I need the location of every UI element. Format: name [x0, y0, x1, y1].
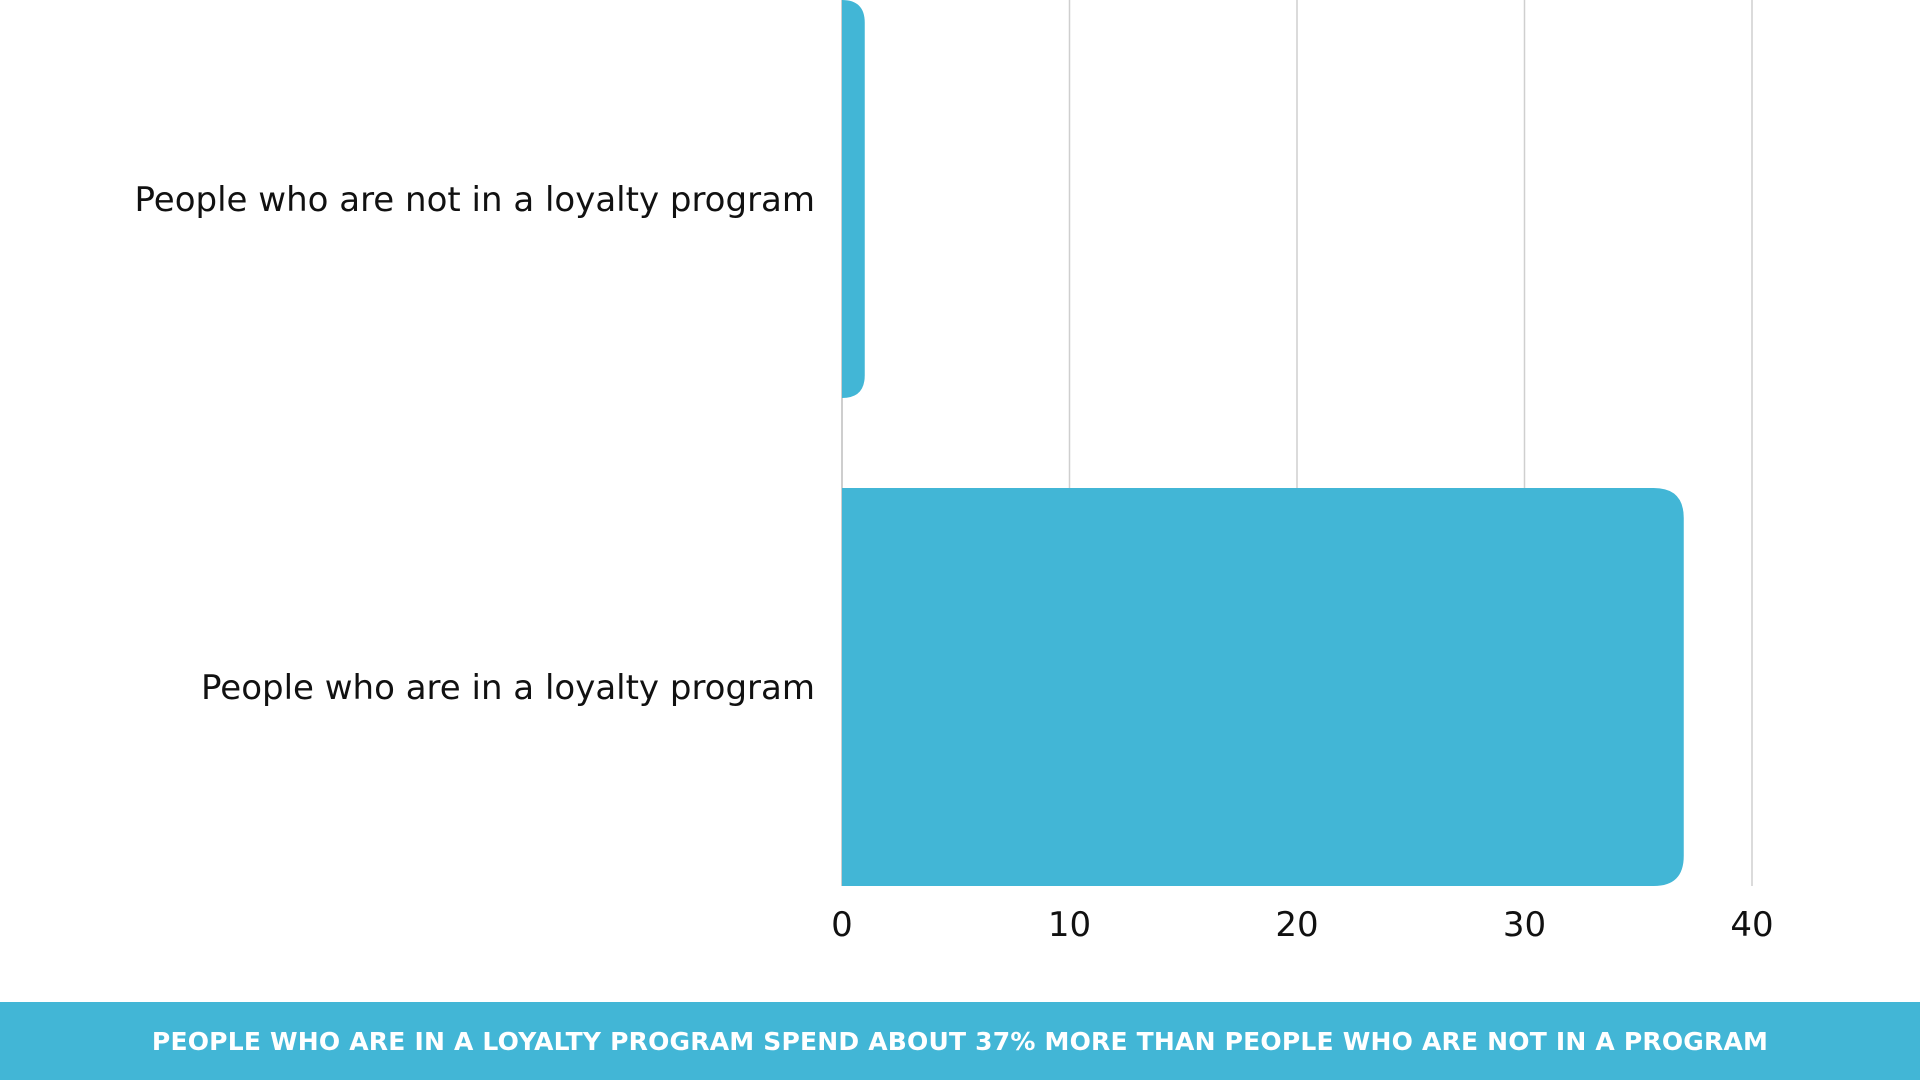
x-tick-label-10: 10 [1048, 905, 1091, 945]
bar-1 [842, 488, 1684, 886]
bar-chart: People who are not in a loyalty program P… [135, 0, 1774, 945]
bar-0 [842, 0, 865, 398]
x-tick-label-30: 30 [1503, 905, 1546, 945]
footer-caption: PEOPLE WHO ARE IN A LOYALTY PROGRAM SPEN… [151, 1026, 1769, 1056]
category-label-1: People who are in a loyalty program [201, 668, 815, 708]
x-tick-label-40: 40 [1730, 905, 1773, 945]
footer-banner: PEOPLE WHO ARE IN A LOYALTY PROGRAM SPEN… [0, 1002, 1920, 1080]
category-label-0: People who are not in a loyalty program [135, 180, 816, 220]
x-tick-label-0: 0 [831, 905, 853, 945]
x-tick-label-20: 20 [1275, 905, 1318, 945]
